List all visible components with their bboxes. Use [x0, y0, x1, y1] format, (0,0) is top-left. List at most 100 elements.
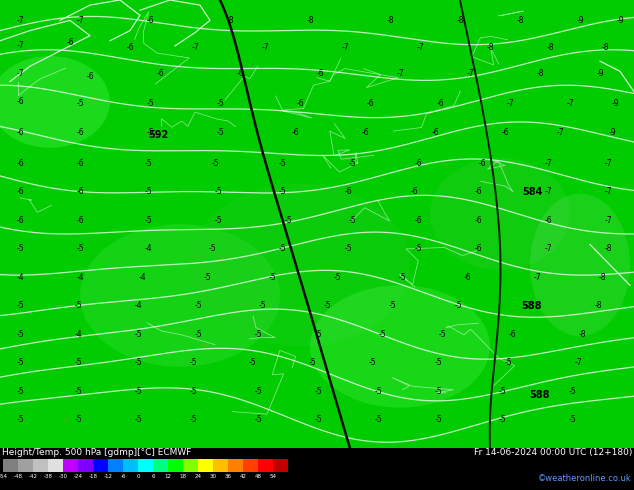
Text: -24: -24 [74, 473, 82, 479]
Text: -5: -5 [568, 416, 576, 424]
Text: -6: -6 [463, 272, 471, 282]
Text: -6: -6 [16, 98, 24, 106]
Text: -5: -5 [308, 358, 316, 368]
Text: -48: -48 [13, 473, 22, 479]
Text: -8: -8 [386, 16, 394, 25]
Bar [243, 459, 258, 472]
Text: 42: 42 [240, 473, 247, 479]
Text: -5: -5 [314, 387, 322, 396]
Text: -7: -7 [261, 44, 269, 52]
Text: Fr 14-06-2024 00:00 UTC (12+180): Fr 14-06-2024 00:00 UTC (12+180) [474, 448, 632, 457]
Text: -7: -7 [544, 187, 552, 196]
Text: -12: -12 [103, 473, 112, 479]
Text: -5: -5 [16, 416, 24, 424]
Text: -5: -5 [76, 244, 84, 253]
Bar [138, 459, 153, 472]
Text: -9: -9 [608, 128, 616, 137]
Text: -6: -6 [474, 216, 482, 224]
Text: -5: -5 [434, 358, 442, 368]
Text: -8: -8 [578, 330, 586, 339]
Text: -5: -5 [216, 99, 224, 108]
Text: -8: -8 [306, 16, 314, 25]
Text: -5: -5 [144, 187, 152, 196]
Text: -6: -6 [414, 216, 422, 224]
Text: -5: -5 [134, 358, 142, 368]
Text: -6: -6 [296, 99, 304, 108]
Bar [198, 459, 213, 472]
Bar [273, 459, 288, 472]
Bar [123, 459, 138, 472]
Text: -5: -5 [144, 216, 152, 224]
Text: -6: -6 [474, 187, 482, 196]
Text: -5: -5 [374, 416, 382, 424]
Text: -7: -7 [191, 44, 199, 52]
Text: 54: 54 [269, 473, 276, 479]
Text: 584: 584 [522, 187, 542, 196]
Text: -5: -5 [189, 387, 197, 396]
Text: -5: -5 [74, 358, 82, 368]
Text: 588: 588 [522, 301, 542, 311]
Ellipse shape [0, 56, 110, 148]
Text: -6: -6 [76, 128, 84, 137]
Text: -5: -5 [568, 387, 576, 396]
Text: -6: -6 [361, 128, 369, 137]
Text: -6: -6 [16, 187, 24, 196]
Text: -5: -5 [454, 301, 462, 310]
Text: -8: -8 [516, 16, 524, 25]
Text: -5: -5 [333, 272, 341, 282]
Text: -5: -5 [258, 301, 266, 310]
Text: -5: -5 [16, 358, 24, 368]
Text: -5: -5 [368, 358, 376, 368]
Text: -5: -5 [278, 159, 286, 168]
Text: -7: -7 [533, 272, 541, 282]
Text: -5: -5 [348, 159, 356, 168]
Text: -5: -5 [314, 330, 322, 339]
Bar [3, 459, 18, 472]
Ellipse shape [530, 194, 630, 336]
Text: -5: -5 [438, 330, 446, 339]
Text: -6: -6 [146, 16, 154, 25]
Text: -30: -30 [58, 473, 67, 479]
Text: -5: -5 [348, 216, 356, 224]
Text: -6: -6 [366, 99, 374, 108]
Bar [183, 459, 198, 472]
Text: -54: -54 [0, 473, 8, 479]
Text: -7: -7 [341, 44, 349, 52]
Text: -8: -8 [601, 44, 609, 52]
Text: -5: -5 [378, 330, 386, 339]
Text: -9: -9 [611, 99, 619, 108]
Text: -5: -5 [374, 387, 382, 396]
Text: -5: -5 [248, 358, 256, 368]
Text: -5: -5 [208, 244, 216, 253]
Text: -5: -5 [214, 216, 222, 224]
Text: -7: -7 [16, 69, 24, 78]
Ellipse shape [80, 224, 280, 367]
Text: -5: -5 [398, 272, 406, 282]
Text: -5: -5 [414, 244, 422, 253]
Text: -6: -6 [66, 38, 74, 48]
Text: -7: -7 [544, 159, 552, 168]
Text: 12: 12 [164, 473, 172, 479]
Text: 30: 30 [209, 473, 216, 479]
Text: -8: -8 [598, 272, 605, 282]
Text: -5: -5 [254, 416, 262, 424]
Text: -5: -5 [189, 358, 197, 368]
Text: 24: 24 [195, 473, 202, 479]
Bar [18, 459, 33, 472]
Text: -7: -7 [566, 99, 574, 108]
Text: -6: -6 [478, 159, 486, 168]
Text: -6: -6 [76, 216, 84, 224]
Text: -6: -6 [16, 159, 24, 168]
Text: -6: -6 [474, 244, 482, 253]
Text: -42: -42 [29, 473, 37, 479]
Text: -5: -5 [16, 301, 24, 310]
Ellipse shape [430, 158, 570, 270]
Text: -9: -9 [616, 16, 624, 25]
Bar [168, 459, 183, 472]
Text: -6: -6 [86, 72, 94, 81]
Text: -5: -5 [194, 301, 202, 310]
Text: -5: -5 [323, 301, 331, 310]
Text: -6: -6 [16, 216, 24, 224]
Text: -5: -5 [189, 416, 197, 424]
Text: -9: -9 [576, 16, 584, 25]
